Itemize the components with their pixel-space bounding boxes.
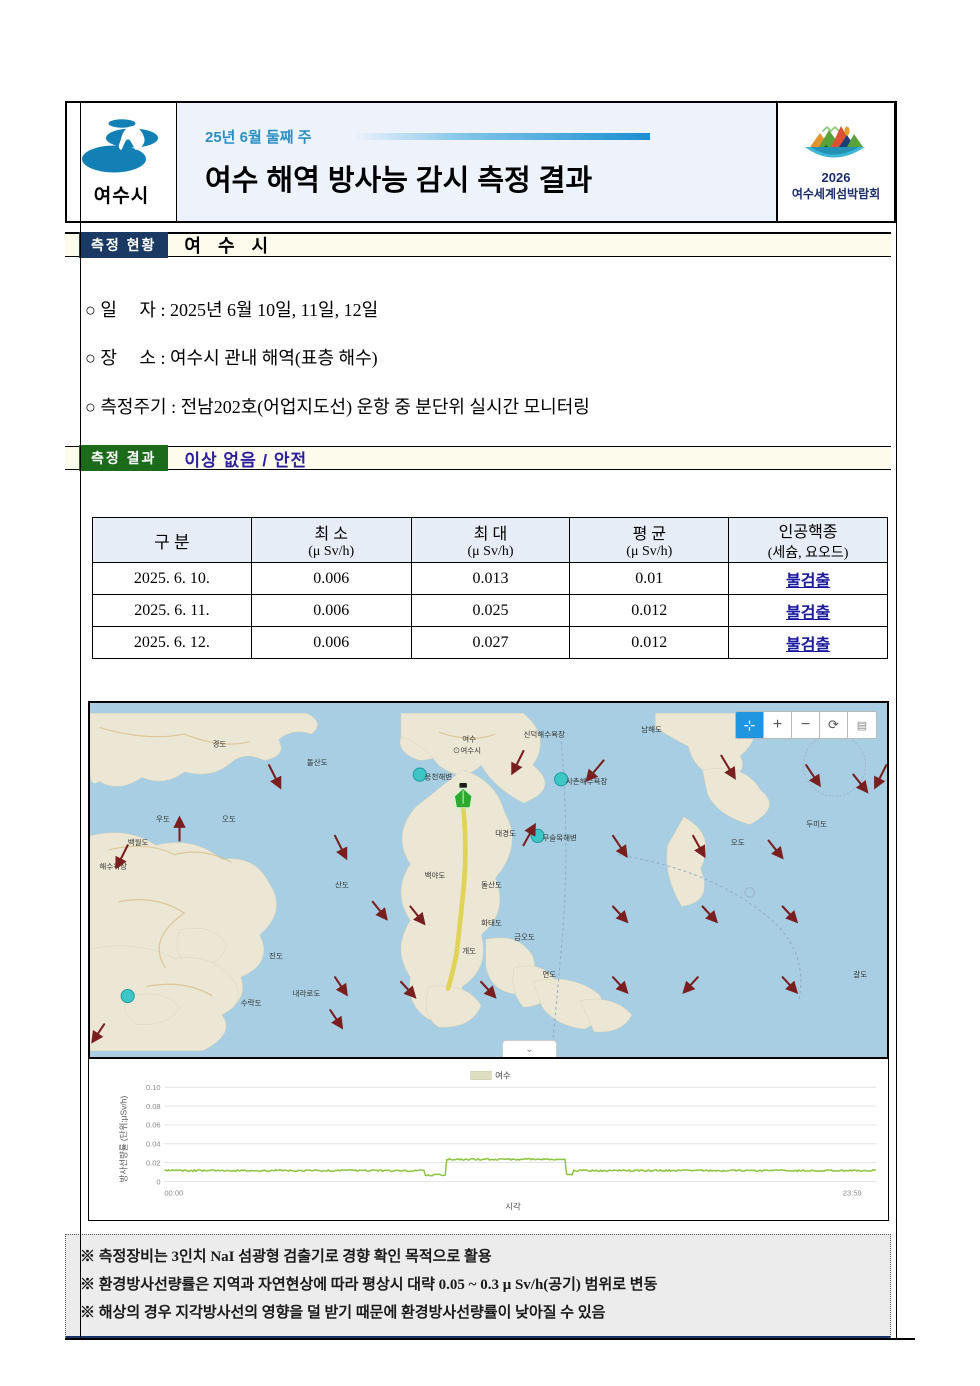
svg-text:0.06: 0.06: [146, 1121, 161, 1130]
svg-text:0.10: 0.10: [146, 1083, 161, 1092]
svg-text:0.02: 0.02: [146, 1158, 161, 1167]
svg-text:시각: 시각: [505, 1202, 521, 1212]
svg-text:0.04: 0.04: [146, 1140, 161, 1149]
svg-text:0.08: 0.08: [146, 1102, 161, 1111]
svg-text:23:59: 23:59: [843, 1189, 862, 1198]
svg-text:여수: 여수: [495, 1071, 511, 1081]
svg-text:방사선량률 (단위:μSv/h): 방사선량률 (단위:μSv/h): [119, 1096, 129, 1183]
svg-text:00:00: 00:00: [164, 1189, 183, 1198]
svg-text:0: 0: [156, 1177, 160, 1186]
